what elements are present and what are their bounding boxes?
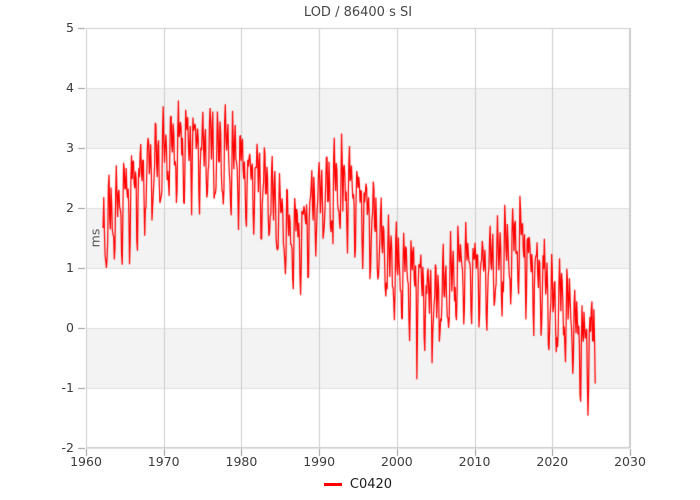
y-tick-label: 0 xyxy=(66,320,74,335)
x-tick-label: 1980 xyxy=(225,454,258,469)
x-tick-label: 1960 xyxy=(70,454,102,469)
legend-series-label: C0420 xyxy=(349,477,393,492)
y-tick-label: -1 xyxy=(61,380,74,395)
y-tick-label: 5 xyxy=(66,20,74,35)
y-tick-label: 2 xyxy=(66,200,74,215)
x-tick-label: 1990 xyxy=(303,454,336,469)
y-tick-label: 3 xyxy=(66,140,74,155)
x-tick-label: 1970 xyxy=(147,454,180,469)
legend: C0420 xyxy=(86,477,630,492)
y-tick-label: 1 xyxy=(66,260,74,275)
x-tick-label: 2030 xyxy=(614,454,646,469)
x-tick-label: 2000 xyxy=(380,454,413,469)
y-tick-label: 4 xyxy=(66,80,74,95)
legend-line-marker xyxy=(323,483,342,486)
y-tick-label: -2 xyxy=(61,440,74,455)
x-tick-label: 2010 xyxy=(458,454,491,469)
x-tick-label: 2020 xyxy=(536,454,569,469)
y-axis-label: ms xyxy=(87,228,103,248)
